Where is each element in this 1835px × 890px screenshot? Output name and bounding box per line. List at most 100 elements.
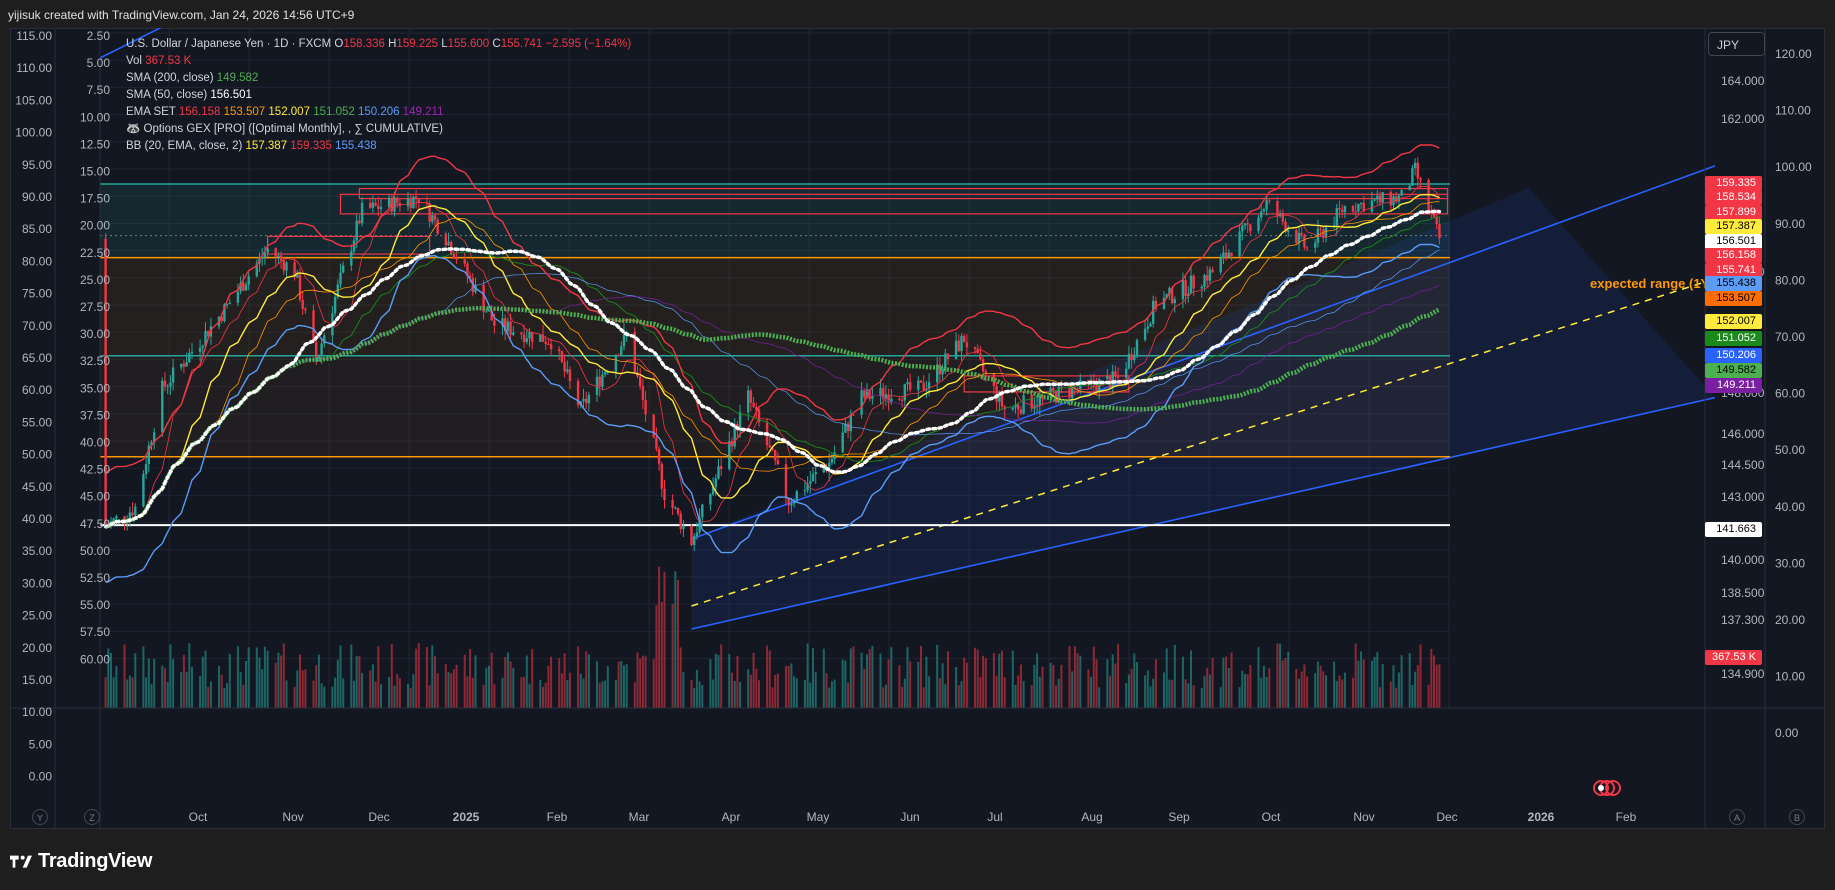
candle-body xyxy=(811,474,815,482)
volume-bar xyxy=(107,648,110,708)
volume-bar xyxy=(150,683,153,708)
volume-bar xyxy=(1343,672,1346,708)
x-axis-label: Nov xyxy=(1353,810,1374,824)
left-axis1-tick: 0.00 xyxy=(29,770,53,784)
price-badge: 150.206 xyxy=(1705,348,1762,363)
candle-body xyxy=(406,198,410,207)
zone-upper-teal xyxy=(100,184,1450,258)
candle-body xyxy=(757,409,761,423)
candle-body xyxy=(828,462,831,471)
candle-body xyxy=(1049,387,1052,396)
legend-symbol[interactable]: U.S. Dollar / Japanese Yen · 1D · FXCM xyxy=(126,38,332,50)
candle-body xyxy=(1170,288,1174,304)
volume-bar xyxy=(663,571,666,708)
volume-bar xyxy=(1130,668,1133,708)
volume-bar xyxy=(255,647,258,708)
candle-body xyxy=(963,335,966,343)
volume-bar xyxy=(992,653,995,708)
volume-bar xyxy=(636,652,639,708)
volume-bar xyxy=(134,653,137,708)
candle-body xyxy=(906,382,909,385)
candle-body xyxy=(198,347,202,352)
candle-body xyxy=(598,376,601,387)
candle-body xyxy=(482,284,485,312)
volume-bar xyxy=(658,566,661,708)
legend-bb-row[interactable]: BB (20, EMA, close, 2) 157.387 159.335 1… xyxy=(126,138,631,155)
candle-body xyxy=(617,354,620,356)
volume-bar xyxy=(1222,657,1225,708)
volume-bar xyxy=(1192,685,1195,708)
legend-close: 155.741 xyxy=(500,38,543,50)
candle-body xyxy=(501,318,504,326)
volume-bar xyxy=(147,658,150,708)
legend-sma200-row[interactable]: SMA (200, close) 149.582 xyxy=(126,70,631,87)
candle-body xyxy=(455,258,458,260)
volume-bar xyxy=(717,655,720,708)
price-chart[interactable]: expected range (1Y) 115.00 110.00 105.00 100… xyxy=(10,28,1825,830)
candle-body xyxy=(1068,388,1071,398)
price-badge: 157.387 xyxy=(1705,219,1762,234)
candle-body xyxy=(1381,192,1384,203)
volume-bar xyxy=(1111,654,1114,708)
candle-body xyxy=(417,199,420,204)
volume-bar xyxy=(1438,664,1441,708)
volume-bar xyxy=(1244,674,1246,708)
volume-bar xyxy=(323,686,326,708)
corner-y-button[interactable]: Y xyxy=(32,809,48,825)
legend-symbol-row: U.S. Dollar / Japanese Yen · 1D · FXCM O… xyxy=(126,36,631,53)
volume-bar xyxy=(965,662,968,708)
currency-button[interactable]: JPY xyxy=(1708,32,1765,56)
legend-ema-row[interactable]: EMA SET 156.158 153.507 152.007 151.052 … xyxy=(126,104,631,121)
candle-body xyxy=(587,394,591,404)
ema-red-line xyxy=(105,185,1440,527)
price-badge: 151.052 xyxy=(1705,331,1762,346)
volume-bar xyxy=(1022,680,1025,708)
volume-bar xyxy=(415,648,418,708)
candle-body xyxy=(531,331,534,342)
candle-body xyxy=(147,445,150,465)
legend-gex-row[interactable]: 🦝 Options GEX [PRO] ([Optimal Monthly], … xyxy=(126,121,631,138)
candle-body xyxy=(506,321,510,332)
x-axis-label: Oct xyxy=(1262,810,1281,824)
volume-bar xyxy=(841,659,844,708)
candle-body xyxy=(1189,275,1193,294)
candle-body xyxy=(279,255,283,261)
volume-bar xyxy=(482,684,485,708)
candle-body xyxy=(1389,192,1392,206)
corner-z-button[interactable]: Z xyxy=(84,809,100,825)
candle-body xyxy=(560,351,564,362)
volume-bar xyxy=(920,645,922,708)
volume-bar xyxy=(1281,660,1284,708)
left-axis1-tick: 5.00 xyxy=(29,737,53,751)
corner-a-button[interactable]: A xyxy=(1729,809,1745,825)
legend-volume-row[interactable]: Vol 367.53 K xyxy=(126,53,631,70)
candle-body xyxy=(1362,202,1365,212)
left-axis1-tick: 115.00 xyxy=(16,29,52,43)
volume-bar xyxy=(1190,650,1192,708)
candle-body xyxy=(1359,202,1363,204)
volume-bar xyxy=(542,686,544,708)
candle-body xyxy=(868,389,871,399)
candle-body xyxy=(652,414,655,438)
candle-body xyxy=(190,351,194,353)
candle-body xyxy=(339,272,342,285)
candle-body xyxy=(806,483,809,491)
volume-bar xyxy=(814,672,817,708)
volume-bar xyxy=(925,656,928,708)
volume-bar xyxy=(353,680,355,708)
volume-bar xyxy=(377,646,380,708)
x-axis-label: Mar xyxy=(629,810,650,824)
corner-b-button[interactable]: B xyxy=(1789,809,1805,825)
candle-body xyxy=(1143,328,1147,340)
candle-body xyxy=(1135,339,1139,356)
volume-bar xyxy=(825,673,828,708)
tradingview-brand[interactable]: TradingView xyxy=(10,850,152,873)
volume-bar xyxy=(398,678,401,708)
candle-body xyxy=(639,376,642,387)
volume-bar xyxy=(358,656,361,708)
zone-lower-orange xyxy=(100,355,1450,457)
volume-bar xyxy=(879,653,882,708)
legend-sma50-row[interactable]: SMA (50, close) 156.501 xyxy=(126,87,631,104)
volume-bar xyxy=(1300,671,1303,708)
volume-bar xyxy=(828,687,831,708)
